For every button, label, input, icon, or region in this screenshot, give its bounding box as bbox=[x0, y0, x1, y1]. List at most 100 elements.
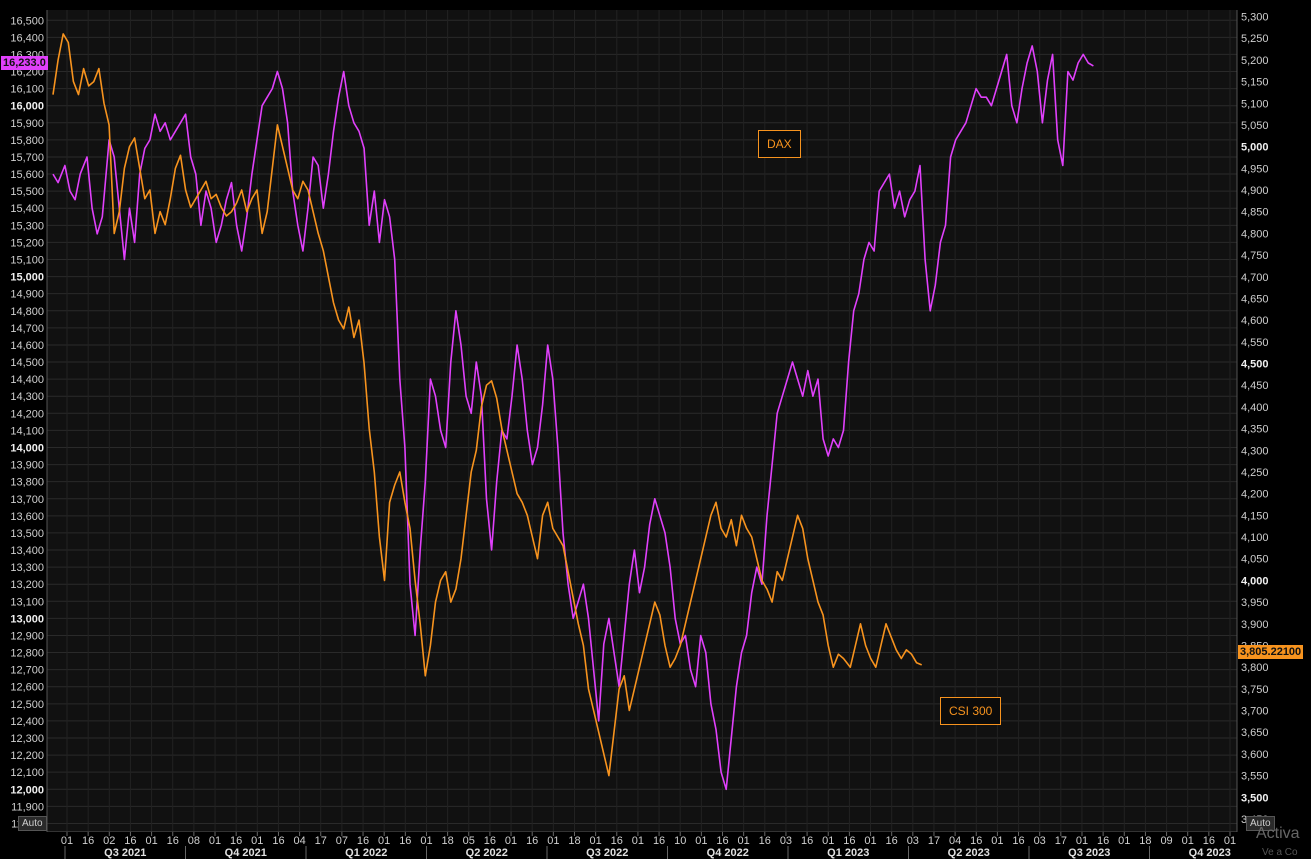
x-tick-label: 18 bbox=[1139, 835, 1151, 847]
x-tick-label: 04 bbox=[293, 835, 305, 847]
grid-lines bbox=[47, 10, 1237, 832]
y-left-tick-label: 15,800 bbox=[10, 135, 44, 147]
left-axis: 11,80011,90012,00012,10012,20012,30012,4… bbox=[10, 10, 48, 832]
y-right-tick-label: 3,950 bbox=[1241, 597, 1269, 609]
y-left-tick-label: 15,900 bbox=[10, 118, 44, 130]
y-left-tick-label: 14,100 bbox=[10, 425, 44, 437]
y-left-tick-label: 12,900 bbox=[10, 630, 44, 642]
y-left-tick-label: 14,500 bbox=[10, 357, 44, 369]
quarter-label: Q1 2022 bbox=[345, 847, 387, 859]
x-tick-label: 04 bbox=[949, 835, 961, 847]
y-left-tick-label: 12,400 bbox=[10, 716, 44, 728]
x-tick-label: 01 bbox=[1224, 835, 1236, 847]
x-tick-label: 16 bbox=[1203, 835, 1215, 847]
x-tick-label: 01 bbox=[864, 835, 876, 847]
y-left-tick-label: 15,000 bbox=[10, 272, 44, 284]
y-right-tick-label: 5,000 bbox=[1241, 142, 1269, 154]
y-left-tick-label: 13,200 bbox=[10, 579, 44, 591]
y-right-tick-label: 5,050 bbox=[1241, 120, 1269, 132]
x-tick-label: 16 bbox=[759, 835, 771, 847]
x-tick-label: 03 bbox=[780, 835, 792, 847]
y-left-tick-label: 13,300 bbox=[10, 562, 44, 574]
x-tick-label: 16 bbox=[167, 835, 179, 847]
x-axis-band bbox=[0, 832, 1311, 859]
quarter-label: Q4 2022 bbox=[707, 847, 749, 859]
y-right-tick-label: 4,950 bbox=[1241, 163, 1269, 175]
auto-scale-left-button[interactable]: Auto bbox=[18, 816, 47, 831]
y-left-tick-label: 12,800 bbox=[10, 648, 44, 660]
y-left-tick-label: 13,600 bbox=[10, 511, 44, 523]
y-right-tick-label: 3,800 bbox=[1241, 662, 1269, 674]
x-tick-label: 18 bbox=[441, 835, 453, 847]
x-tick-label: 10 bbox=[674, 835, 686, 847]
x-tick-label: 16 bbox=[1012, 835, 1024, 847]
quarter-label: Q4 2023 bbox=[1189, 847, 1231, 859]
y-right-tick-label: 4,100 bbox=[1241, 532, 1269, 544]
y-left-tick-label: 14,200 bbox=[10, 408, 44, 420]
x-tick-label: 18 bbox=[568, 835, 580, 847]
x-tick-label: 02 bbox=[103, 835, 115, 847]
y-right-tick-label: 3,900 bbox=[1241, 619, 1269, 631]
x-tick-label: 01 bbox=[61, 835, 73, 847]
y-left-tick-label: 13,800 bbox=[10, 477, 44, 489]
y-left-tick-label: 16,000 bbox=[10, 101, 44, 113]
y-left-tick-label: 14,600 bbox=[10, 340, 44, 352]
x-axis: 01 16 02 16 01 16 08 01 16 01 16 04 17 07 16 01 16 01 18 05… bbox=[0, 831, 1311, 859]
right-axis: 3,4503,5003,5503,6003,6503,7003,7503,800… bbox=[1236, 10, 1269, 832]
y-right-tick-label: 5,100 bbox=[1241, 98, 1269, 110]
y-left-tick-label: 16,400 bbox=[10, 32, 44, 44]
x-tick-label: 01 bbox=[822, 835, 834, 847]
y-left-tick-label: 16,500 bbox=[10, 15, 44, 27]
y-left-tick-label: 15,200 bbox=[10, 237, 44, 249]
quarter-label: Q3 2021 bbox=[104, 847, 146, 859]
x-tick-label: 01 bbox=[1118, 835, 1130, 847]
y-left-tick-label: 14,400 bbox=[10, 374, 44, 386]
x-tick-label: 01 bbox=[378, 835, 390, 847]
y-left-tick-label: 12,600 bbox=[10, 682, 44, 694]
quarter-label: Q3 2023 bbox=[1068, 847, 1110, 859]
x-tick-label: 17 bbox=[1055, 835, 1067, 847]
x-tick-label: 01 bbox=[738, 835, 750, 847]
y-right-tick-label: 3,700 bbox=[1241, 706, 1269, 718]
y-right-tick-label: 3,750 bbox=[1241, 684, 1269, 696]
y-right-tick-label: 4,250 bbox=[1241, 467, 1269, 479]
x-tick-label: 03 bbox=[907, 835, 919, 847]
y-right-tick-label: 4,650 bbox=[1241, 293, 1269, 305]
x-tick-label: 17 bbox=[928, 835, 940, 847]
y-left-tick-label: 15,300 bbox=[10, 220, 44, 232]
y-right-tick-label: 4,400 bbox=[1241, 402, 1269, 414]
x-tick-label: 16 bbox=[526, 835, 538, 847]
y-right-tick-label: 4,000 bbox=[1241, 575, 1269, 587]
x-tick-label: 16 bbox=[230, 835, 242, 847]
x-tick-label: 16 bbox=[357, 835, 369, 847]
y-left-tick-label: 12,000 bbox=[10, 784, 44, 796]
x-tick-label: 01 bbox=[590, 835, 602, 847]
y-right-tick-label: 5,200 bbox=[1241, 55, 1269, 67]
x-tick-label: 01 bbox=[505, 835, 517, 847]
x-tick-label: 01 bbox=[420, 835, 432, 847]
y-left-tick-label: 15,600 bbox=[10, 169, 44, 181]
y-left-tick-label: 12,700 bbox=[10, 665, 44, 677]
x-tick-label: 01 bbox=[209, 835, 221, 847]
csi300-line bbox=[52, 33, 923, 777]
y-right-tick-label: 4,700 bbox=[1241, 272, 1269, 284]
legend-dax: DAX bbox=[758, 130, 801, 158]
quarter-label: Q1 2023 bbox=[827, 847, 869, 859]
auto-scale-right-button[interactable]: Auto bbox=[1246, 816, 1275, 831]
series-lines bbox=[52, 33, 1094, 791]
y-right-tick-label: 4,600 bbox=[1241, 315, 1269, 327]
legend-csi300: CSI 300 bbox=[940, 697, 1002, 725]
csi-last-value-tag: 3,805.22100 bbox=[1238, 645, 1304, 659]
y-right-tick-label: 4,150 bbox=[1241, 510, 1269, 522]
y-right-tick-label: 3,600 bbox=[1241, 749, 1269, 761]
x-tick-label: 03 bbox=[1034, 835, 1046, 847]
y-right-tick-label: 5,150 bbox=[1241, 77, 1269, 89]
x-tick-label: 16 bbox=[124, 835, 136, 847]
y-left-tick-label: 15,500 bbox=[10, 186, 44, 198]
y-right-tick-label: 5,300 bbox=[1241, 12, 1269, 24]
y-right-tick-label: 3,500 bbox=[1241, 792, 1269, 804]
y-right-tick-label: 4,800 bbox=[1241, 228, 1269, 240]
y-left-tick-label: 13,100 bbox=[10, 596, 44, 608]
y-left-tick-label: 13,900 bbox=[10, 460, 44, 472]
